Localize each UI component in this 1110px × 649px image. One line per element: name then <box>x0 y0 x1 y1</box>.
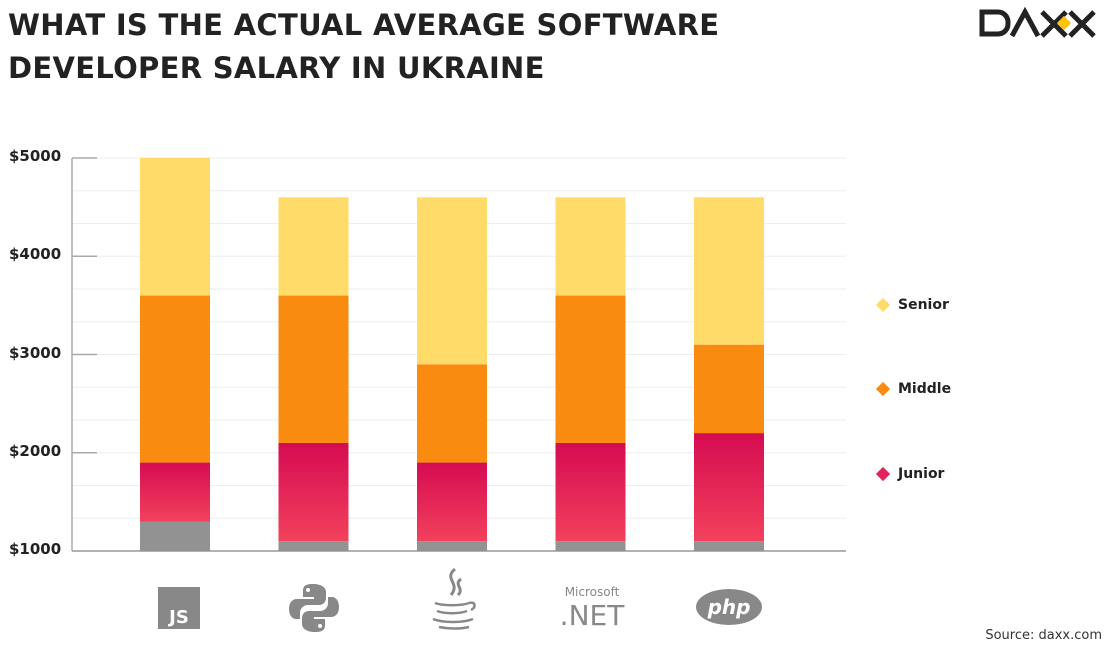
y-tick-label: $3000 <box>9 343 62 362</box>
y-tick-label: $4000 <box>9 245 62 264</box>
js-icon: JS <box>158 587 200 629</box>
bar-middle-java <box>417 364 487 463</box>
y-tick-label: $2000 <box>9 441 62 460</box>
bar-junior-python <box>278 442 349 542</box>
svg-text:JS: JS <box>167 607 189 628</box>
title-line-2: DEVELOPER SALARY IN UKRAINE <box>8 51 545 85</box>
bar-senior-python <box>278 197 349 296</box>
bar-base-javascript <box>140 521 210 551</box>
bar-junior-php <box>694 433 764 542</box>
php-icon: php <box>696 589 762 625</box>
bar-junior-net <box>555 442 626 542</box>
legend-label: Senior <box>898 297 949 313</box>
dotnet-icon: Microsoft .NET <box>560 585 626 629</box>
bar-base-java <box>417 541 487 551</box>
y-tick-label: $1000 <box>9 540 62 558</box>
bar-senior-net <box>555 197 626 296</box>
bar-senior-javascript <box>140 158 210 296</box>
y-tick-label: $5000 <box>9 147 62 165</box>
bar-junior-java <box>417 462 487 542</box>
bar-middle-php <box>694 344 764 434</box>
python-icon <box>289 584 339 632</box>
svg-text:Microsoft: Microsoft <box>565 585 620 599</box>
bar-middle-net <box>555 295 626 443</box>
bar-base-php <box>694 541 764 551</box>
senior-diamond-icon <box>875 297 891 313</box>
source-note: Source: daxx.com <box>985 628 1102 643</box>
bar-middle-javascript <box>140 295 210 463</box>
legend-middle: Middle <box>875 381 952 397</box>
svg-text:.NET: .NET <box>560 599 626 629</box>
bar-middle-python <box>278 295 349 443</box>
middle-diamond-icon <box>875 381 891 397</box>
legend-senior: Senior <box>875 297 949 313</box>
legend-label: Junior <box>898 466 945 482</box>
daxx-logo <box>979 6 1096 38</box>
legend-label: Middle <box>898 381 952 397</box>
title-line-1: WHAT IS THE ACTUAL AVERAGE SOFTWARE <box>8 8 720 42</box>
bar-senior-php <box>694 197 764 345</box>
bar-base-python <box>278 541 349 551</box>
legend-junior: Junior <box>875 466 945 482</box>
bar-base-net <box>555 541 626 551</box>
java-icon <box>432 567 476 630</box>
chart-title: WHAT IS THE ACTUAL AVERAGE SOFTWARE DEVE… <box>8 4 719 90</box>
svg-text:php: php <box>707 595 751 619</box>
bar-junior-javascript <box>140 462 210 522</box>
bar-senior-java <box>417 197 487 365</box>
junior-diamond-icon <box>875 466 891 482</box>
